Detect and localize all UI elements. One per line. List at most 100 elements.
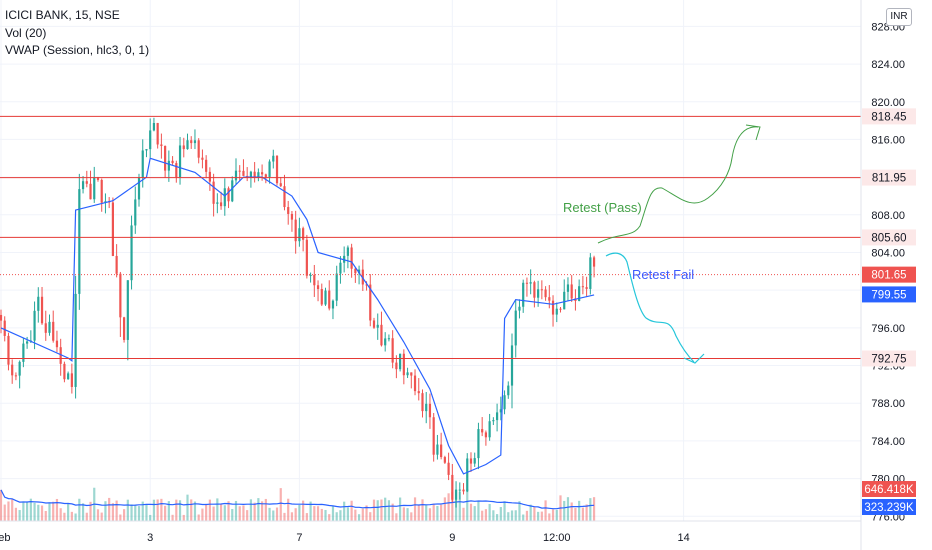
candle	[421, 393, 424, 412]
volume-bar	[324, 509, 327, 521]
candle	[89, 183, 92, 200]
candle	[55, 340, 59, 348]
candle	[85, 181, 88, 184]
volume-bar	[249, 499, 253, 521]
currency-button[interactable]: INR	[886, 8, 912, 26]
candle	[484, 432, 487, 438]
volume-bar	[335, 512, 338, 521]
candle	[283, 186, 286, 208]
retest-pass-arrowhead	[745, 124, 761, 141]
candle	[100, 179, 103, 203]
candle	[26, 341, 29, 344]
volume-bar	[376, 500, 379, 521]
volume-bar	[227, 501, 230, 521]
volume-bar	[201, 508, 204, 521]
volume-bar	[484, 509, 487, 521]
price-tick-label: 808.00	[871, 210, 905, 222]
candle	[395, 362, 398, 370]
volume-bar	[443, 497, 446, 521]
candle	[298, 228, 301, 242]
volume-bar	[85, 512, 88, 521]
candle	[104, 201, 107, 203]
candlesticks	[0, 117, 596, 508]
volume-bar	[410, 512, 413, 521]
volume-bar	[462, 507, 465, 521]
volume-bar	[477, 500, 480, 521]
volume-bar	[268, 507, 271, 521]
volume-bar	[59, 508, 62, 521]
volume-bar	[540, 511, 543, 521]
volume-bar	[331, 506, 335, 521]
volume-bar	[126, 499, 129, 521]
volume-bar	[283, 512, 286, 521]
volume-bar	[529, 504, 532, 521]
candle	[316, 285, 320, 290]
volume-bar	[294, 508, 297, 521]
volume-bar	[242, 505, 245, 521]
volume-bar	[369, 512, 372, 521]
volume-bar	[182, 514, 185, 521]
retest-fail-label[interactable]: Retest Fail	[632, 267, 694, 282]
volume-bar	[328, 514, 331, 521]
time-axis[interactable]: Feb 3 7 9 12:00 14	[0, 532, 690, 544]
volume-bar	[130, 504, 133, 521]
volume-bar	[428, 508, 432, 521]
volume-bar	[156, 499, 159, 521]
retest-pass-label[interactable]: Retest (Pass)	[563, 200, 642, 215]
time-tick-label: 3	[147, 532, 153, 544]
volume-bar	[7, 501, 10, 521]
candle	[387, 338, 391, 340]
retest-fail-arrow[interactable]	[605, 252, 695, 363]
candle	[74, 293, 77, 387]
candle	[63, 363, 66, 380]
volume-bar	[313, 506, 316, 521]
candle	[354, 268, 357, 274]
candle	[589, 257, 592, 289]
volume-bar	[205, 503, 208, 521]
volume-tag-label: 323.239K	[864, 502, 914, 514]
vwap-indicator-label[interactable]: VWAP (Session, hlc3, 0, 1)	[5, 43, 150, 57]
horizontal-levels[interactable]	[0, 115, 861, 359]
volume-bar	[145, 504, 148, 521]
candle	[458, 489, 461, 491]
price-tag	[862, 350, 916, 367]
volume-bar	[160, 498, 163, 521]
volume-bar	[33, 502, 36, 521]
candle	[570, 284, 573, 299]
retest-pass-arrow[interactable]	[597, 126, 759, 244]
candle	[339, 262, 342, 274]
volume-bar	[152, 499, 156, 521]
volume-bar	[18, 510, 21, 521]
volume-bar	[238, 506, 241, 521]
volume-bar	[216, 498, 219, 521]
volume-bar	[495, 514, 499, 521]
candle	[533, 282, 536, 298]
price-tick-label: 796.00	[871, 323, 905, 335]
price-tick-label: 824.00	[871, 59, 905, 71]
symbol-title[interactable]: ICICI BANK, 15, NSE	[5, 8, 120, 22]
candle	[566, 284, 570, 292]
volume-bar	[234, 500, 238, 521]
candle	[399, 353, 402, 370]
candle	[167, 160, 170, 171]
candle	[216, 202, 219, 204]
candle	[451, 474, 454, 500]
time-tick-label: 12:00	[543, 532, 571, 544]
volume-indicator-label[interactable]: Vol (20)	[5, 25, 47, 40]
candle	[507, 385, 510, 396]
volume-bar	[261, 501, 264, 521]
candle	[70, 373, 73, 387]
volume-bar	[78, 498, 81, 521]
candle	[156, 122, 159, 145]
candle	[164, 145, 167, 171]
candle	[242, 170, 245, 176]
volume-bar	[212, 506, 215, 521]
volume-bar	[361, 508, 364, 521]
volume-bar	[581, 507, 584, 521]
volume-bar	[74, 513, 77, 521]
volume-bar	[421, 499, 424, 521]
volume-bar	[466, 489, 469, 521]
candle	[178, 145, 182, 178]
volume-bar	[246, 510, 249, 521]
